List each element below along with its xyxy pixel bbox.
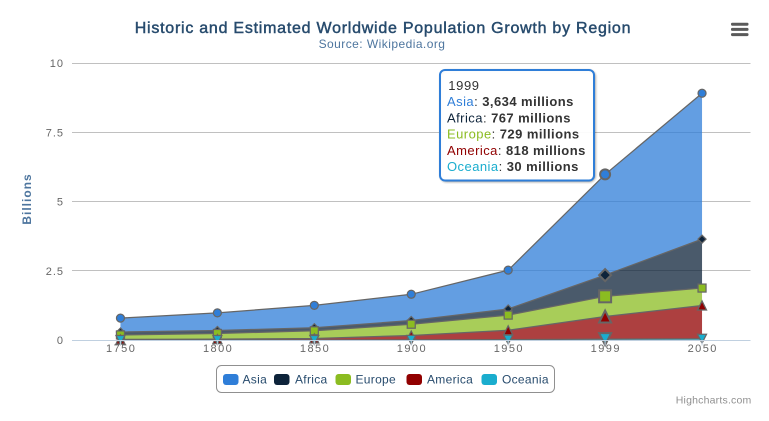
svg-text:1999: 1999 xyxy=(591,343,621,355)
svg-text:America: America xyxy=(427,373,473,387)
svg-text:Oceania: 30 millions: Oceania: 30 millions xyxy=(447,159,579,174)
svg-text:1999: 1999 xyxy=(448,78,479,93)
svg-text:America: 818 millions: America: 818 millions xyxy=(447,143,586,158)
svg-text:Africa: 767 millions: Africa: 767 millions xyxy=(447,110,571,125)
svg-text:0: 0 xyxy=(57,335,64,347)
svg-text:1950: 1950 xyxy=(494,343,524,355)
svg-text:Historic and Estimated Worldwi: Historic and Estimated Worldwide Populat… xyxy=(135,20,631,37)
svg-text:Africa: Africa xyxy=(295,373,327,387)
svg-text:1750: 1750 xyxy=(106,343,136,355)
svg-text:1800: 1800 xyxy=(203,343,233,355)
svg-text:Billions: Billions xyxy=(20,173,34,224)
svg-text:Europe: Europe xyxy=(356,373,397,387)
svg-text:2050: 2050 xyxy=(688,343,718,355)
svg-text:1850: 1850 xyxy=(300,343,330,355)
svg-text:Asia: Asia xyxy=(243,373,268,387)
svg-text:2.5: 2.5 xyxy=(46,266,64,278)
svg-text:1900: 1900 xyxy=(397,343,427,355)
svg-text:Europe: 729 millions: Europe: 729 millions xyxy=(447,127,580,142)
svg-text:Asia: 3,634 millions: Asia: 3,634 millions xyxy=(447,94,574,109)
svg-text:Highcharts.com: Highcharts.com xyxy=(676,395,752,407)
svg-text:10: 10 xyxy=(50,58,64,70)
svg-text:Source: Wikipedia.org: Source: Wikipedia.org xyxy=(319,37,446,51)
svg-text:5: 5 xyxy=(57,197,64,209)
svg-text:Oceania: Oceania xyxy=(502,373,549,387)
svg-text:7.5: 7.5 xyxy=(46,127,64,139)
